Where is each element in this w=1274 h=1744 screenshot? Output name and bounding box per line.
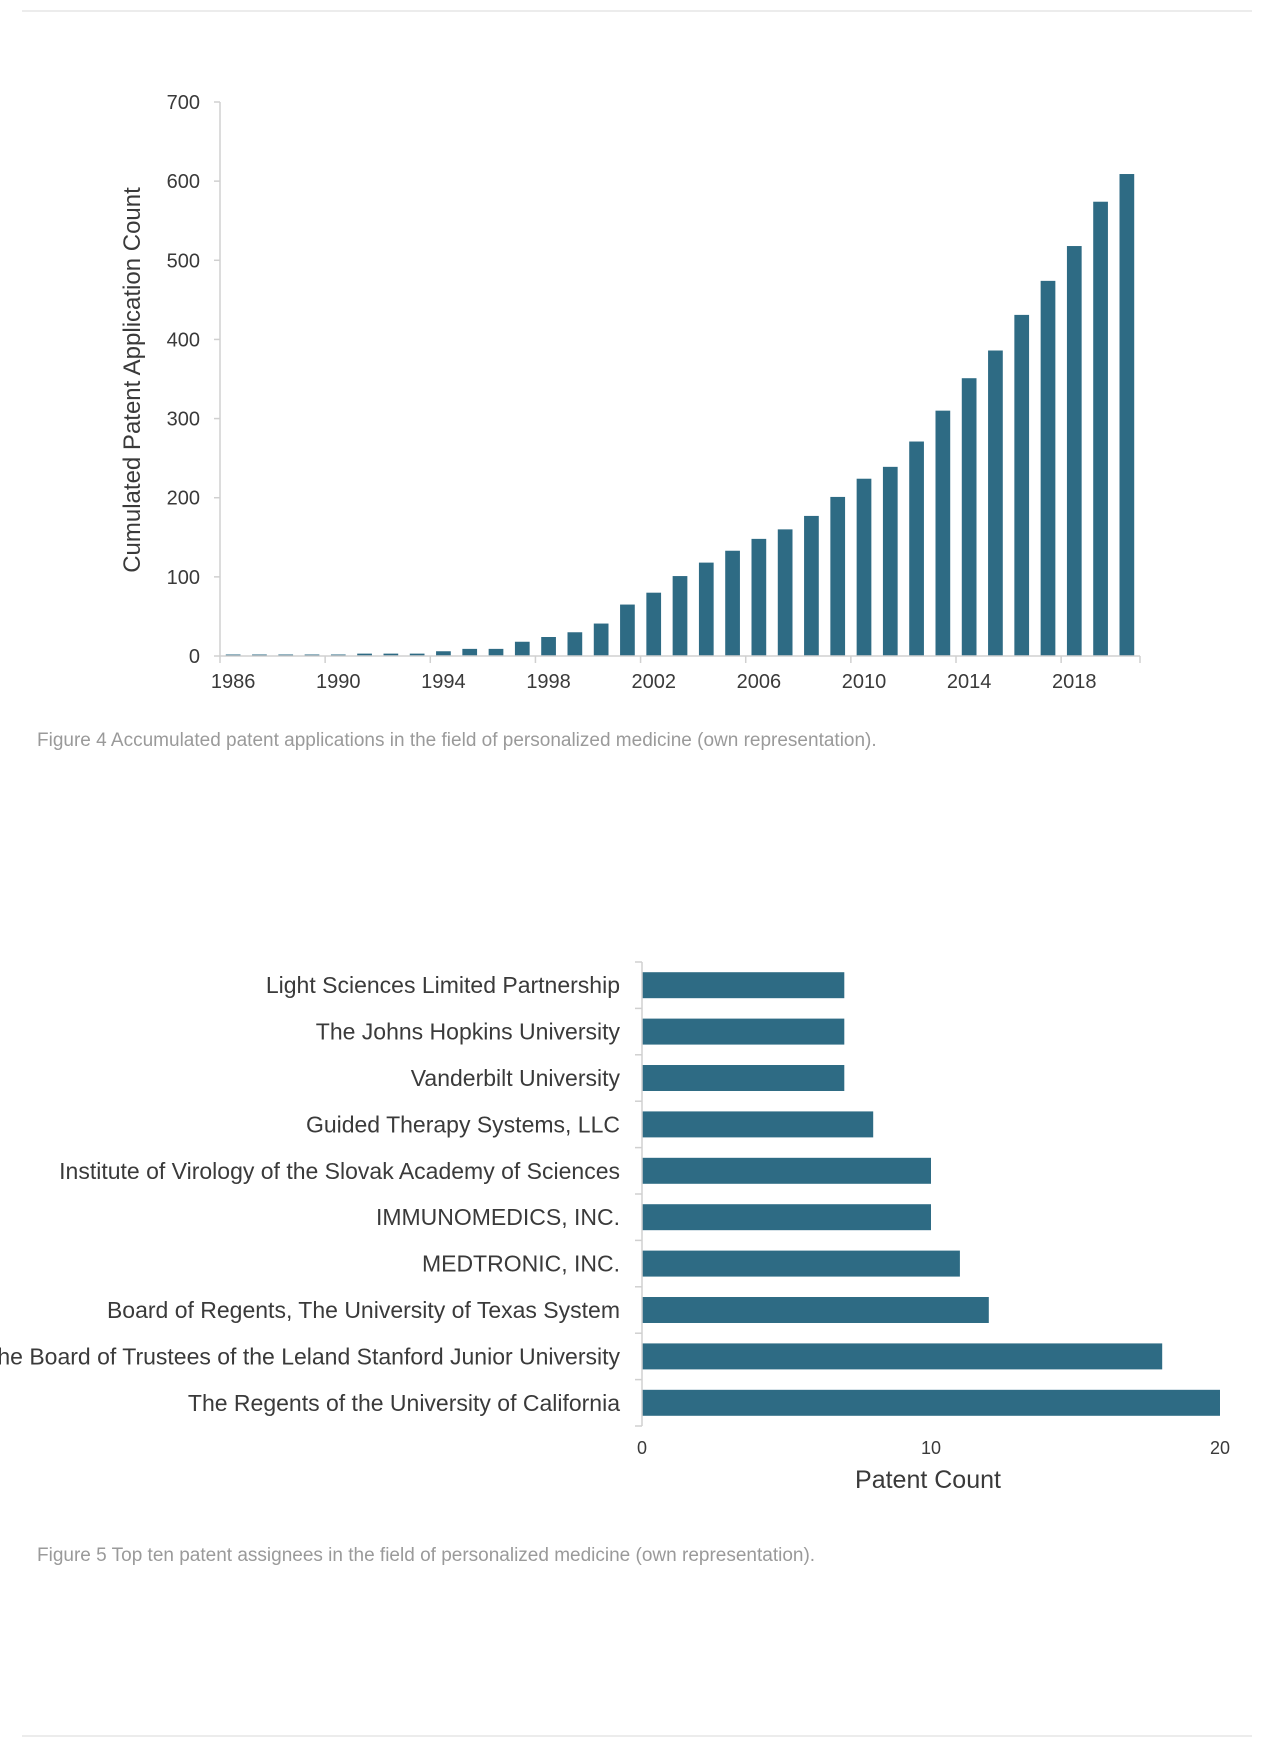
y-tick-label: 400: [167, 329, 200, 351]
bar-2016: [1014, 314, 1030, 656]
bar-assignee: [642, 1111, 874, 1138]
y-tick-label: 0: [189, 646, 200, 668]
bar-1998: [541, 637, 556, 656]
bar-assignee: [642, 1343, 1163, 1370]
category-label: Light Sciences Limited Partnership: [266, 972, 620, 998]
x-tick-label: 10: [921, 1438, 941, 1458]
bar-2003: [672, 576, 688, 656]
category-label: MEDTRONIC, INC.: [422, 1251, 620, 1277]
bar-assignee: [642, 1297, 989, 1323]
bar-1993: [409, 653, 425, 656]
bar-assignee: [642, 1065, 845, 1091]
category-label: Vanderbilt University: [411, 1065, 621, 1091]
bar-2013: [935, 410, 951, 656]
bar-1992: [383, 653, 399, 656]
x-axis-label: Patent Count: [855, 1466, 1001, 1494]
category-label: The Board of Trustees of the Leland Stan…: [0, 1343, 620, 1369]
bar-assignee: [642, 1250, 960, 1277]
bottom-divider: [22, 1735, 1252, 1737]
bar-1997: [514, 641, 530, 656]
bar-1994: [436, 651, 451, 656]
bar-2019: [1093, 201, 1108, 656]
figure-4-caption: Figure 4 Accumulated patent applications…: [37, 730, 877, 751]
bar-2007: [777, 529, 793, 656]
bar-2004: [698, 562, 714, 656]
x-tick-label: 1986: [211, 671, 256, 693]
category-label: Board of Regents, The University of Texa…: [107, 1297, 620, 1323]
bar-assignee: [642, 1389, 1220, 1416]
y-tick-label: 600: [167, 171, 200, 193]
y-tick-label: 300: [167, 409, 200, 431]
y-tick-label: 100: [167, 567, 200, 589]
bar-1991: [357, 653, 372, 656]
category-label: Institute of Virology of the Slovak Acad…: [59, 1158, 620, 1184]
bar-assignee: [642, 1157, 931, 1184]
x-tick-label: 2014: [947, 671, 992, 693]
x-tick-label: 0: [637, 1438, 647, 1458]
x-tick-label: 2018: [1052, 671, 1097, 693]
x-tick-label: 2002: [631, 671, 676, 693]
top-divider: [22, 10, 1252, 12]
x-tick-label: 1990: [316, 671, 361, 693]
bar-2006: [751, 538, 767, 656]
bar-2002: [646, 592, 662, 656]
bar-2017: [1040, 280, 1056, 656]
figure-5-caption: Figure 5 Top ten patent assignees in the…: [37, 1545, 816, 1566]
x-tick-label: 1998: [526, 671, 571, 693]
y-tick-label: 700: [167, 92, 200, 114]
bar-2005: [725, 550, 740, 656]
x-tick-label: 1994: [421, 671, 466, 693]
bar-2000: [593, 623, 609, 656]
bar-2014: [961, 378, 977, 656]
bar-2009: [830, 496, 846, 656]
bar-assignee: [642, 1018, 845, 1045]
x-tick-label: 2006: [737, 671, 782, 693]
top-assignees-chart: Light Sciences Limited Partnership The Jo…: [0, 961, 1230, 1494]
bar-2008: [804, 515, 819, 656]
y-tick-label: 200: [167, 488, 200, 510]
y-tick-label: 500: [167, 250, 200, 272]
bar-1995: [462, 648, 478, 656]
bar-2020: [1119, 174, 1135, 656]
x-tick-label: 20: [1210, 1438, 1230, 1458]
bar-2012: [909, 441, 924, 656]
bar-2018: [1066, 246, 1082, 657]
bar-1996: [488, 648, 504, 656]
category-label: The Johns Hopkins University: [316, 1019, 621, 1045]
bar-2001: [620, 604, 635, 656]
category-label: Guided Therapy Systems, LLC: [306, 1111, 620, 1137]
bar-assignee: [642, 1204, 931, 1231]
bar-2015: [988, 350, 1003, 656]
cumulative-patent-chart: 0 100 200 300 400 500 600 700 1986 1990 1994 1998 20…: [119, 92, 1141, 693]
bar-1999: [567, 632, 583, 656]
y-axis-label: Cumulated Patent Application Count: [119, 187, 146, 573]
bar-2011: [882, 466, 898, 656]
bar-2010: [856, 478, 872, 656]
bar-assignee: [642, 972, 845, 999]
category-label: The Regents of the University of Califor…: [188, 1390, 620, 1416]
x-tick-label: 2010: [842, 671, 887, 693]
category-label: IMMUNOMEDICS, INC.: [376, 1204, 620, 1230]
